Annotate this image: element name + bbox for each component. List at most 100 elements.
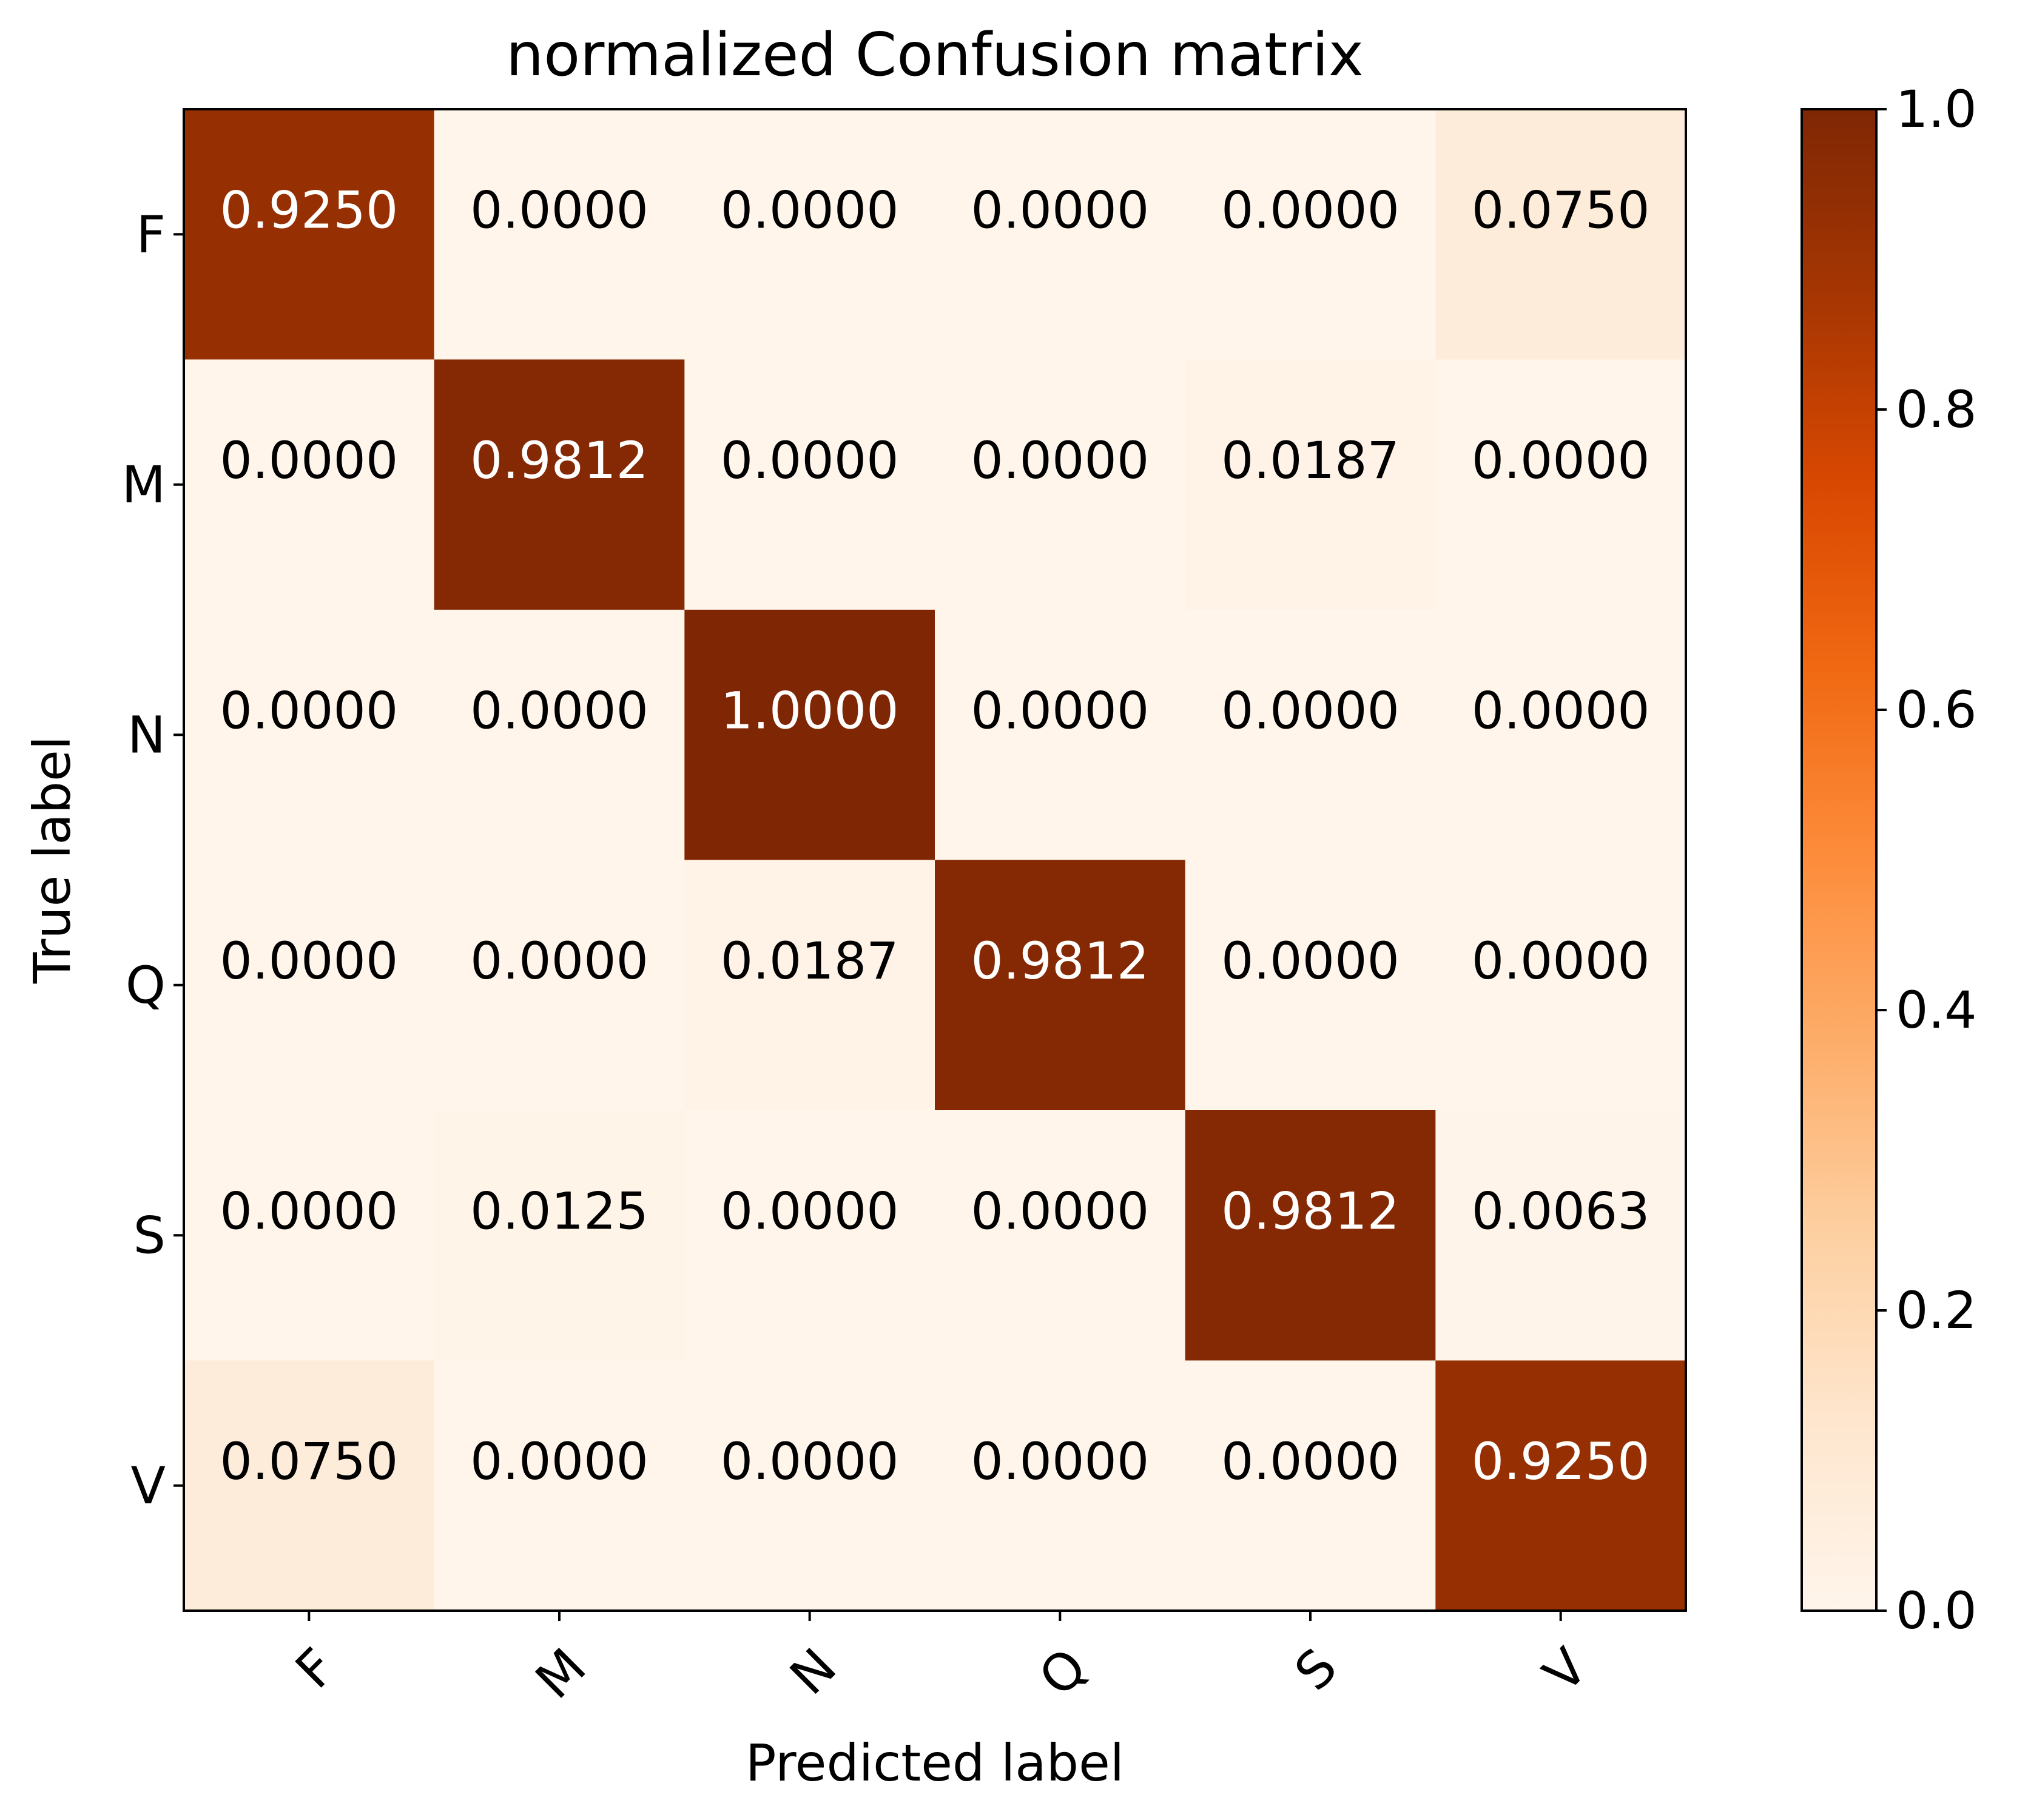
cell-value-label: 0.9812	[971, 931, 1149, 991]
cell-value-label: 0.9250	[220, 180, 398, 240]
cell-value-label: 0.0000	[220, 431, 398, 490]
x-tick-label: V	[1532, 1637, 1598, 1704]
heatmap-cell-S-F	[184, 1110, 435, 1361]
heatmap-cell-N-V	[1435, 610, 1686, 861]
heatmap-cell-V-F	[184, 1360, 435, 1611]
heatmap-cell-Q-V	[1435, 860, 1686, 1111]
colorbar	[1801, 108, 1878, 1612]
heatmap-cell-M-Q	[935, 359, 1186, 610]
heatmap-cell-Q-S	[1185, 860, 1436, 1111]
y-tick-label: F	[136, 204, 166, 264]
cell-value-label: 0.0000	[721, 180, 899, 240]
cell-value-label: 0.0000	[1472, 681, 1650, 740]
cell-value-label: 0.0000	[1472, 431, 1650, 490]
cell-value-label: 0.0000	[721, 1181, 899, 1241]
heatmap-cell-M-N	[684, 359, 935, 610]
heatmap-cell-Q-Q	[935, 860, 1186, 1111]
heatmap-cell-V-Q	[935, 1360, 1186, 1611]
heatmap-cell-labels: 0.9250 0.0000 0.0000 0.0000 0.0000 0.0750 0.00…	[220, 180, 1649, 1491]
heatmap-cell-N-F	[184, 610, 435, 861]
y-tick-label: Q	[126, 956, 166, 1015]
colorbar-tick-label: 0.4	[1896, 980, 1977, 1040]
cell-value-label: 0.9250	[1472, 1432, 1650, 1491]
cell-value-label: 0.0000	[971, 1432, 1149, 1491]
heatmap-cell-V-V	[1435, 1360, 1686, 1611]
y-tick-label: M	[122, 455, 166, 514]
cell-value-label: 0.0125	[470, 1181, 648, 1241]
cell-value-label: 0.0000	[470, 180, 648, 240]
y-tick-label: V	[131, 1456, 166, 1515]
cell-value-label: 0.0000	[971, 431, 1149, 490]
cell-value-label: 0.0000	[1221, 1432, 1400, 1491]
y-axis-ticks: F M N Q S V	[122, 204, 184, 1515]
heatmap-cell-M-M	[434, 359, 685, 610]
heatmap-cell-M-F	[184, 359, 435, 610]
cell-value-label: 0.0000	[220, 931, 398, 991]
heatmap-cell-F-F	[184, 109, 435, 360]
heatmap-cell-S-S	[1185, 1110, 1436, 1361]
heatmap-cell-M-S	[1185, 359, 1436, 610]
colorbar-tick-label: 1.0	[1896, 79, 1977, 139]
heatmap-cell-N-M	[434, 610, 685, 861]
cell-value-label: 0.0000	[220, 681, 398, 740]
x-tick-label: N	[779, 1637, 848, 1706]
heatmap-cell-Q-F	[184, 860, 435, 1111]
heatmap-cell-S-V	[1435, 1110, 1686, 1361]
chart-title: normalized Confusion matrix	[506, 21, 1364, 90]
colorbar-tick-label: 0.6	[1896, 680, 1977, 740]
heatmap-cell-N-S	[1185, 610, 1436, 861]
y-tick-label: N	[127, 705, 166, 764]
colorbar-tick-label: 0.0	[1896, 1581, 1977, 1640]
cell-value-label: 0.0000	[470, 1432, 648, 1491]
heatmap-cell-S-N	[684, 1110, 935, 1361]
heatmap-cell-N-Q	[935, 610, 1186, 861]
heatmap-cell-S-Q	[935, 1110, 1186, 1361]
cell-value-label: 0.0000	[1472, 931, 1650, 991]
x-tick-label: Q	[1028, 1637, 1098, 1707]
colorbar-ticks: 0.0 0.2 0.4 0.6 0.8 1.0	[1876, 79, 1977, 1640]
heatmap-cell-N-N	[684, 610, 935, 861]
cell-value-label: 0.0000	[1221, 180, 1400, 240]
cell-value-label: 1.0000	[721, 681, 899, 740]
y-axis-label: True label	[22, 736, 82, 984]
cell-value-label: 0.0000	[1221, 931, 1400, 991]
heatmap-cell-F-Q	[935, 109, 1186, 360]
cell-value-label: 0.0187	[1221, 431, 1400, 490]
cell-value-label: 0.0000	[721, 1432, 899, 1491]
colorbar-tick-label: 0.2	[1896, 1281, 1977, 1340]
cell-value-label: 0.0000	[470, 931, 648, 991]
heatmap-cell-F-N	[684, 109, 935, 360]
cell-value-label: 0.9812	[1221, 1181, 1400, 1241]
cell-value-label: 0.9812	[470, 431, 648, 490]
heatmap-cell-V-N	[684, 1360, 935, 1611]
x-axis-label: Predicted label	[746, 1733, 1124, 1793]
x-tick-label: F	[285, 1637, 347, 1699]
cell-value-label: 0.0000	[721, 431, 899, 490]
cell-value-label: 0.0000	[971, 180, 1149, 240]
colorbar-tick-label: 0.8	[1896, 380, 1977, 439]
heatmap-cell-Q-M	[434, 860, 685, 1111]
heatmap-cells	[184, 109, 1686, 1611]
cell-value-label: 0.0063	[1472, 1181, 1650, 1241]
heatmap-cell-S-M	[434, 1110, 685, 1361]
cell-value-label: 0.0750	[1472, 180, 1650, 240]
heatmap-cell-Q-N	[684, 860, 935, 1111]
heatmap-cell-V-S	[1185, 1360, 1436, 1611]
cell-value-label: 0.0750	[220, 1432, 398, 1491]
cell-value-label: 0.0000	[220, 1181, 398, 1241]
x-tick-label: M	[524, 1637, 598, 1710]
x-tick-label: S	[1284, 1637, 1349, 1702]
y-tick-label: S	[133, 1205, 166, 1265]
cell-value-label: 0.0000	[470, 681, 648, 740]
heatmap-cell-M-V	[1435, 359, 1686, 610]
cell-value-label: 0.0187	[721, 931, 899, 991]
heatmap-cell-F-S	[1185, 109, 1436, 360]
cell-value-label: 0.0000	[971, 1181, 1149, 1241]
cell-value-label: 0.0000	[971, 681, 1149, 740]
heatmap-cell-F-V	[1435, 109, 1686, 360]
heatmap-cell-F-M	[434, 109, 685, 360]
heatmap-cell-V-M	[434, 1360, 685, 1611]
cell-value-label: 0.0000	[1221, 681, 1400, 740]
